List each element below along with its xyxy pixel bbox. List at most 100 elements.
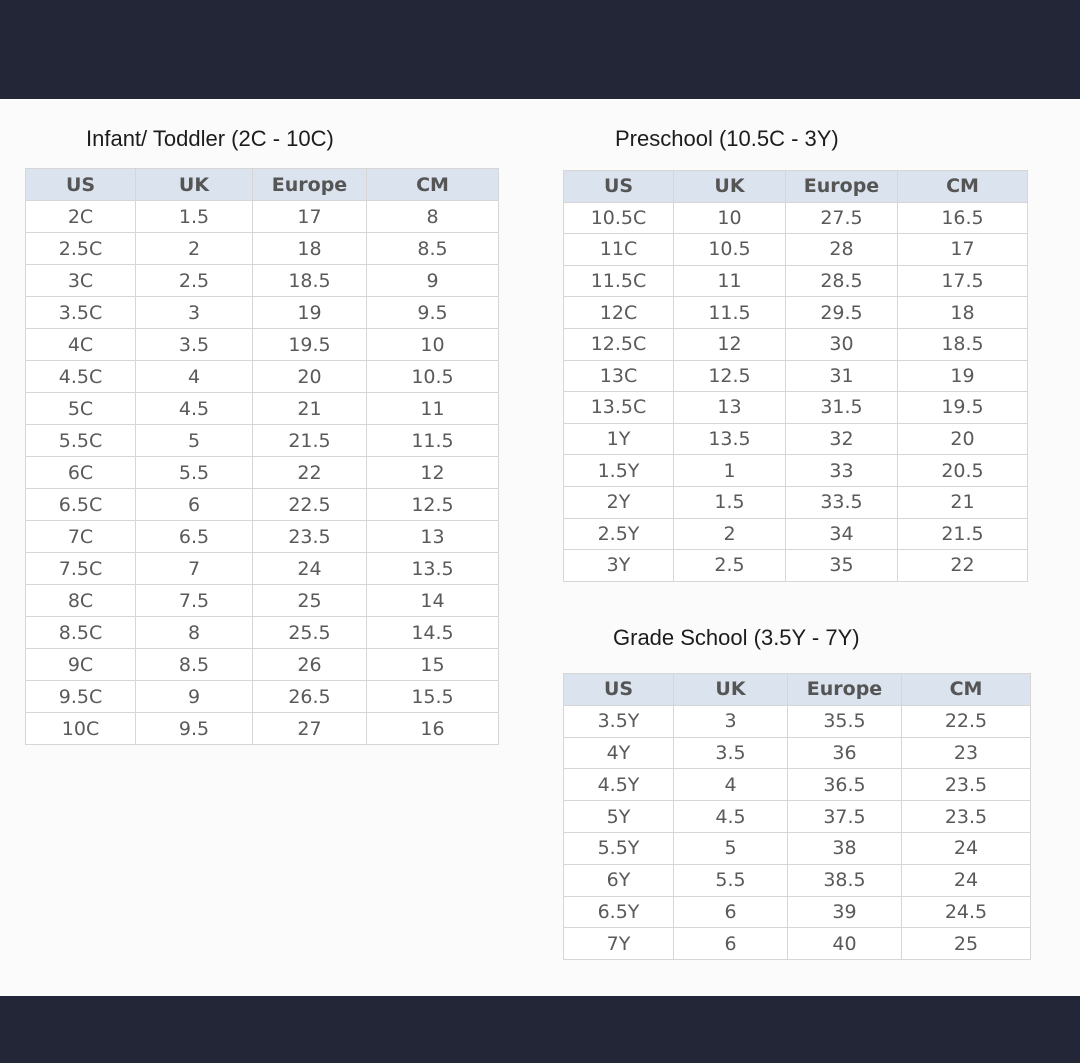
europe-size-cell: 33 xyxy=(785,454,898,487)
cm-size-cell: 11.5 xyxy=(366,424,499,457)
cm-size-cell: 24 xyxy=(901,863,1031,897)
cm-size-cell: 21 xyxy=(897,485,1028,519)
column-header-europe: Europe xyxy=(785,170,898,203)
uk-size-cell: 2 xyxy=(673,517,786,551)
column-header-cm: CM xyxy=(897,170,1028,203)
us-size-cell: 4.5C xyxy=(25,360,136,393)
uk-size-cell: 8 xyxy=(135,616,253,649)
cm-size-cell: 17 xyxy=(897,233,1028,266)
us-size-cell: 9.5C xyxy=(25,680,136,713)
us-size-cell: 2.5Y xyxy=(563,517,674,551)
table-row: 6Y 5.5 38.5 24 xyxy=(563,863,1031,897)
us-size-cell: 5.5C xyxy=(25,424,136,457)
europe-size-cell: 28.5 xyxy=(785,264,898,298)
europe-size-cell: 27.5 xyxy=(785,201,898,235)
table-row: 13.5C 13 31.5 19.5 xyxy=(563,391,1028,424)
cm-size-cell: 15 xyxy=(366,648,499,681)
uk-size-cell: 1.5 xyxy=(673,485,786,519)
column-header-us: US xyxy=(563,673,674,706)
cm-size-cell: 22.5 xyxy=(901,704,1031,738)
uk-size-cell: 13.5 xyxy=(673,422,786,456)
europe-size-cell: 28 xyxy=(785,233,898,266)
table-header-row: US UK Europe CM xyxy=(25,168,499,201)
table-row: 12C 11.5 29.5 18 xyxy=(563,296,1028,329)
cm-size-cell: 19 xyxy=(897,359,1028,393)
table-row: 8.5C 8 25.5 14.5 xyxy=(25,616,499,649)
uk-size-cell: 12.5 xyxy=(673,359,786,393)
table-row: 3C 2.5 18.5 9 xyxy=(25,264,499,297)
table-row: 10.5C 10 27.5 16.5 xyxy=(563,201,1028,235)
us-size-cell: 8C xyxy=(25,584,136,617)
uk-size-cell: 2.5 xyxy=(135,264,253,297)
infant-toddler-table: US UK Europe CM 2C 1.5 17 8 2.5C 2 18 8.5 3C 2.5 18.5… xyxy=(25,168,499,745)
europe-size-cell: 29.5 xyxy=(785,296,898,329)
uk-size-cell: 4.5 xyxy=(135,392,253,425)
column-header-europe: Europe xyxy=(787,673,902,706)
europe-size-cell: 38 xyxy=(787,831,902,865)
table-row: 6.5Y 6 39 24.5 xyxy=(563,895,1031,929)
us-size-cell: 5.5Y xyxy=(563,831,674,865)
uk-size-cell: 3.5 xyxy=(135,328,253,361)
europe-size-cell: 18 xyxy=(252,232,367,265)
table-row: 6C 5.5 22 12 xyxy=(25,456,499,489)
table-row: 3.5Y 3 35.5 22.5 xyxy=(563,704,1031,738)
europe-size-cell: 38.5 xyxy=(787,863,902,897)
europe-size-cell: 17 xyxy=(252,200,367,233)
europe-size-cell: 25.5 xyxy=(252,616,367,649)
us-size-cell: 1.5Y xyxy=(563,454,674,487)
us-size-cell: 5Y xyxy=(563,800,674,833)
column-header-us: US xyxy=(563,170,674,203)
table-row: 13C 12.5 31 19 xyxy=(563,359,1028,393)
europe-size-cell: 31 xyxy=(785,359,898,393)
table-row: 7Y 6 40 25 xyxy=(563,927,1031,961)
europe-size-cell: 25 xyxy=(252,584,367,617)
table-row: 6.5C 6 22.5 12.5 xyxy=(25,488,499,521)
us-size-cell: 4C xyxy=(25,328,136,361)
table-row: 12.5C 12 30 18.5 xyxy=(563,327,1028,361)
table-row: 2C 1.5 17 8 xyxy=(25,200,499,233)
table-row: 2.5Y 2 34 21.5 xyxy=(563,517,1028,551)
us-size-cell: 7C xyxy=(25,520,136,553)
uk-size-cell: 6 xyxy=(673,895,788,929)
cm-size-cell: 11 xyxy=(366,392,499,425)
europe-size-cell: 31.5 xyxy=(785,391,898,424)
uk-size-cell: 9 xyxy=(135,680,253,713)
europe-size-cell: 23.5 xyxy=(252,520,367,553)
table-row: 11C 10.5 28 17 xyxy=(563,233,1028,266)
cm-size-cell: 13.5 xyxy=(366,552,499,585)
europe-size-cell: 36 xyxy=(787,736,902,770)
us-size-cell: 13.5C xyxy=(563,391,674,424)
us-size-cell: 6C xyxy=(25,456,136,489)
uk-size-cell: 13 xyxy=(673,391,786,424)
preschool-title: Preschool (10.5C - 3Y) xyxy=(615,126,839,151)
cm-size-cell: 24 xyxy=(901,831,1031,865)
us-size-cell: 10C xyxy=(25,712,136,745)
table-row: 2.5C 2 18 8.5 xyxy=(25,232,499,265)
europe-size-cell: 22 xyxy=(252,456,367,489)
column-header-europe: Europe xyxy=(252,168,367,201)
size-chart-sheet: Infant/ Toddler (2C - 10C) US UK Europe CM … xyxy=(0,99,1080,996)
table-row: 3.5C 3 19 9.5 xyxy=(25,296,499,329)
cm-size-cell: 21.5 xyxy=(897,517,1028,551)
cm-size-cell: 23.5 xyxy=(901,768,1031,802)
uk-size-cell: 8.5 xyxy=(135,648,253,681)
cm-size-cell: 23.5 xyxy=(901,800,1031,833)
europe-size-cell: 40 xyxy=(787,927,902,961)
europe-size-cell: 35.5 xyxy=(787,704,902,738)
table-row: 5.5Y 5 38 24 xyxy=(563,831,1031,865)
us-size-cell: 7Y xyxy=(563,927,674,961)
table-header-row: US UK Europe CM xyxy=(563,673,1031,706)
table-row: 5C 4.5 21 11 xyxy=(25,392,499,425)
cm-size-cell: 18.5 xyxy=(897,327,1028,361)
cm-size-cell: 24.5 xyxy=(901,895,1031,929)
europe-size-cell: 33.5 xyxy=(785,485,898,519)
table-row: 10C 9.5 27 16 xyxy=(25,712,499,745)
table-row: 4.5Y 4 36.5 23.5 xyxy=(563,768,1031,802)
us-size-cell: 2Y xyxy=(563,485,674,519)
cm-size-cell: 19.5 xyxy=(897,391,1028,424)
us-size-cell: 3.5Y xyxy=(563,704,674,738)
table-row: 5Y 4.5 37.5 23.5 xyxy=(563,800,1031,833)
preschool-table: US UK Europe CM 10.5C 10 27.5 16.5 11C 10.5 28 17 1… xyxy=(563,170,1028,582)
cm-size-cell: 17.5 xyxy=(897,264,1028,298)
table-row: 2Y 1.5 33.5 21 xyxy=(563,485,1028,519)
